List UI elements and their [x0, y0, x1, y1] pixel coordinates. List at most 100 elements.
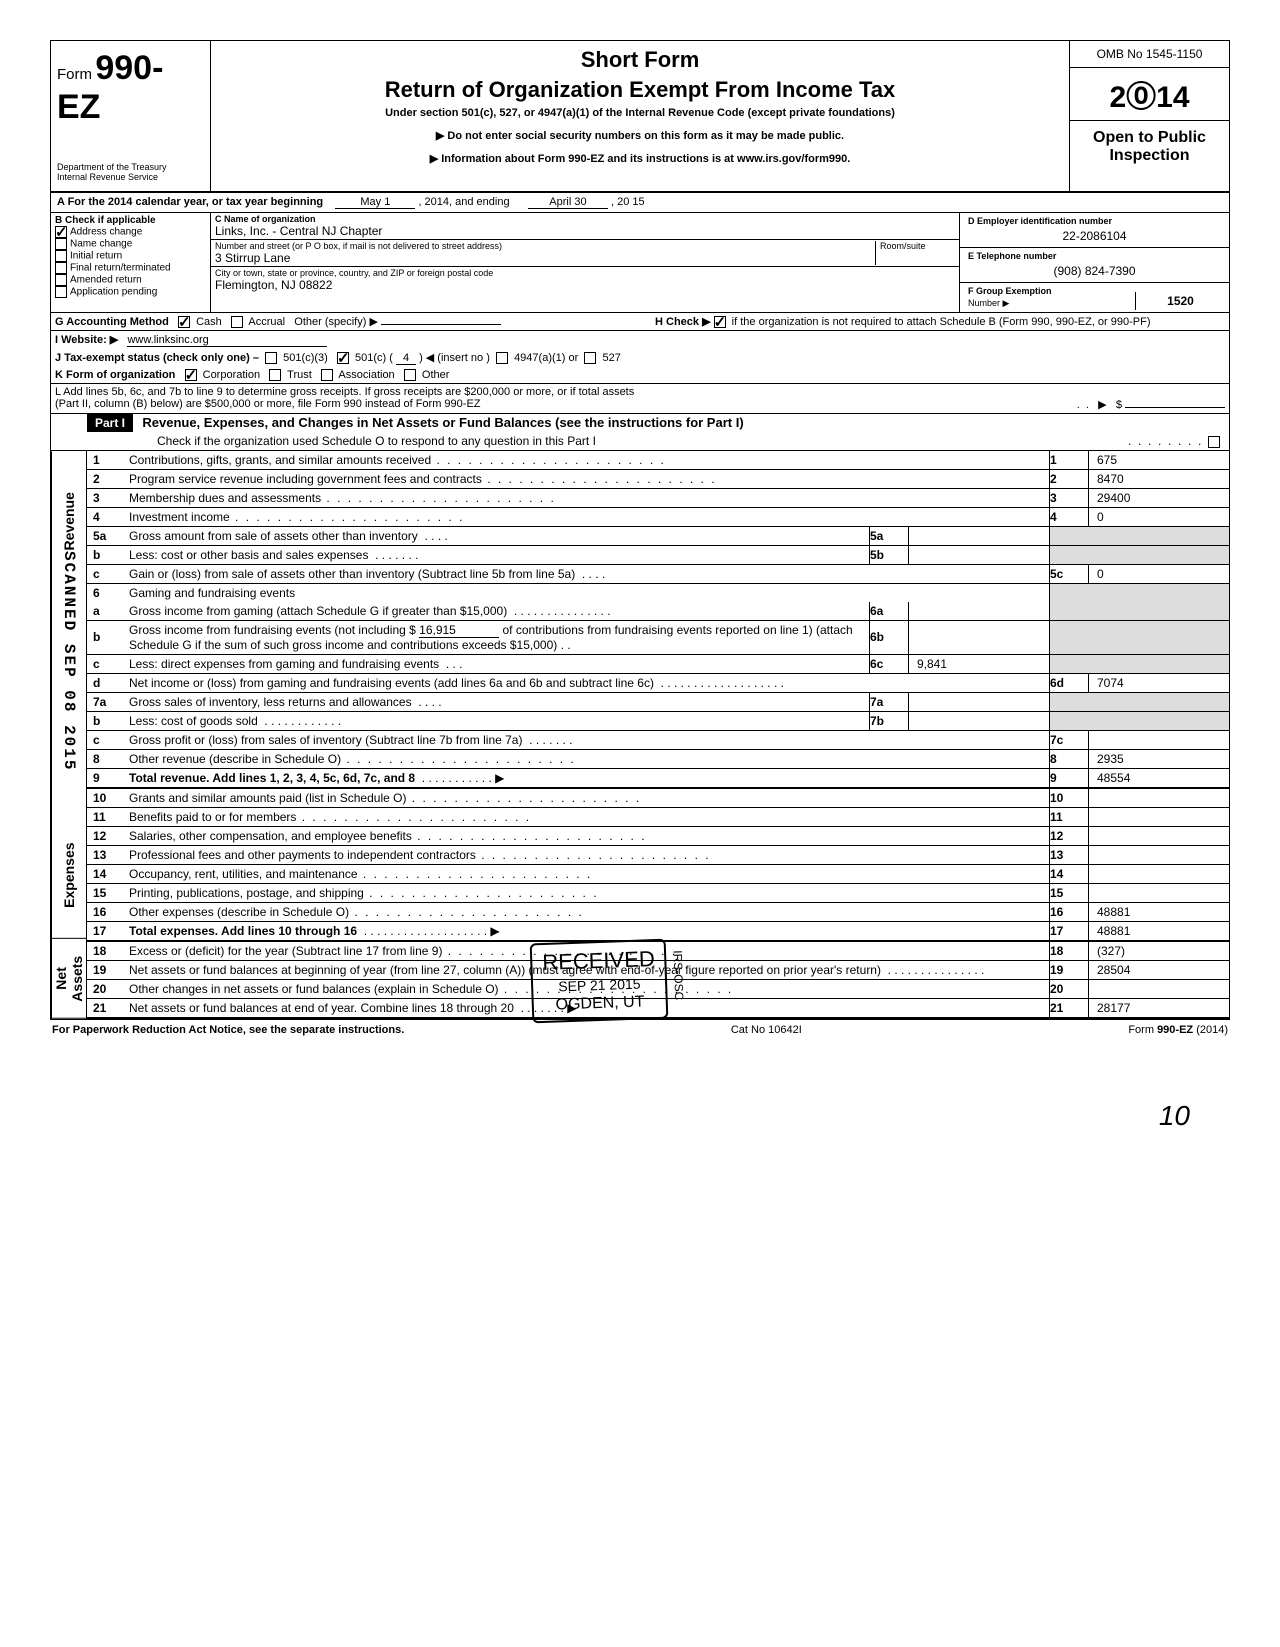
line-21-desc: Net assets or fund balances at end of ye…	[129, 1001, 514, 1015]
chk-amended[interactable]	[55, 274, 67, 286]
line-15-amt[interactable]	[1089, 884, 1229, 902]
org-name[interactable]: Links, Inc. - Central NJ Chapter	[215, 224, 955, 238]
line-17-amt[interactable]: 48881	[1089, 922, 1229, 940]
chk-accrual[interactable]	[231, 316, 243, 328]
line-6d-box: 6d	[1049, 674, 1089, 692]
line-19-amt[interactable]: 28504	[1089, 961, 1229, 979]
city-state-zip[interactable]: Flemington, NJ 08822	[215, 278, 955, 292]
part1-header-row: Part I Revenue, Expenses, and Changes in…	[51, 414, 1229, 451]
line-16-box: 16	[1049, 903, 1089, 921]
chk-address-change[interactable]	[55, 226, 67, 238]
line-21-arrow: ▶	[567, 1001, 576, 1015]
year-end[interactable]: April 30	[528, 196, 608, 209]
tax-year: 2⓪14	[1070, 68, 1229, 121]
line-10-box: 10	[1049, 789, 1089, 807]
line-10-amt[interactable]	[1089, 789, 1229, 807]
chk-scheduleO[interactable]	[1208, 436, 1220, 448]
chk-app-pending[interactable]	[55, 286, 67, 298]
section-b-to-f: B Check if applicable Address change Nam…	[51, 213, 1229, 313]
chk-corp[interactable]	[185, 369, 197, 381]
line-13-amt[interactable]	[1089, 846, 1229, 864]
row-a-tax-year: A For the 2014 calendar year, or tax yea…	[51, 193, 1229, 213]
line-3-amt[interactable]: 29400	[1089, 489, 1229, 507]
line-7c-desc: Gross profit or (loss) from sales of inv…	[129, 733, 522, 747]
form-prefix: Form	[57, 66, 92, 83]
other-method-field[interactable]	[381, 324, 501, 325]
line-6a-desc: Gross income from gaming (attach Schedul…	[129, 604, 507, 618]
line-6b-contrib[interactable]: 16,915	[419, 623, 499, 638]
footer-catno: Cat No 10642I	[731, 1024, 802, 1036]
row-l: L Add lines 5b, 6c, and 7b to line 9 to …	[51, 384, 1229, 414]
line-4-amt[interactable]: 0	[1089, 508, 1229, 526]
line-6c-amt[interactable]: 9,841	[909, 655, 1049, 673]
line-8-amt[interactable]: 2935	[1089, 750, 1229, 768]
street-address[interactable]: 3 Stirrup Lane	[215, 251, 875, 265]
chk-4947a1[interactable]	[496, 352, 508, 364]
line-16: 16Other expenses (describe in Schedule O…	[87, 903, 1229, 922]
ein[interactable]: 22-2086104	[964, 227, 1225, 245]
line-20-amt[interactable]	[1089, 980, 1229, 998]
lbl-501c3: 501(c)(3)	[283, 352, 328, 364]
lbl-amended: Amended return	[70, 274, 142, 285]
lbl-address-change: Address change	[70, 226, 142, 237]
chk-501c3[interactable]	[265, 352, 277, 364]
line-14-desc: Occupancy, rent, utilities, and maintena…	[129, 867, 358, 881]
line-6b-amt[interactable]	[909, 621, 1049, 654]
line-21-amt[interactable]: 28177	[1089, 999, 1229, 1017]
line-8-box: 8	[1049, 750, 1089, 768]
line-6d-desc: Net income or (loss) from gaming and fun…	[129, 676, 654, 690]
lbl-other-method: Other (specify) ▶	[294, 316, 378, 328]
501c-number[interactable]: 4	[396, 352, 416, 365]
h-label: H Check ▶	[655, 316, 711, 328]
line-6a-amt[interactable]	[909, 602, 1049, 620]
l-dollar: $	[1116, 399, 1122, 411]
line-9-amt[interactable]: 48554	[1089, 769, 1229, 787]
revenue-text: Revenue	[61, 492, 77, 550]
line-18-amt[interactable]: (327)	[1089, 942, 1229, 960]
line-11-amt[interactable]	[1089, 808, 1229, 826]
line-19: 19Net assets or fund balances at beginni…	[87, 961, 1229, 980]
chk-initial-return[interactable]	[55, 250, 67, 262]
line-7a-amt[interactable]	[909, 693, 1049, 711]
line-17-box: 17	[1049, 922, 1089, 940]
line-2-amt[interactable]: 8470	[1089, 470, 1229, 488]
chk-schedule-b[interactable]	[714, 316, 726, 328]
line-5a-amt[interactable]	[909, 527, 1049, 545]
line-14-amt[interactable]	[1089, 865, 1229, 883]
line-6a: aGross income from gaming (attach Schedu…	[87, 602, 1229, 621]
line-6b: bGross income from fundraising events (n…	[87, 621, 1229, 655]
line-20-box: 20	[1049, 980, 1089, 998]
k-label: K Form of organization	[55, 369, 175, 381]
part1-title: Revenue, Expenses, and Changes in Net As…	[136, 412, 749, 433]
chk-cash[interactable]	[178, 316, 190, 328]
line-6d: dNet income or (loss) from gaming and fu…	[87, 674, 1229, 693]
chk-name-change[interactable]	[55, 238, 67, 250]
form-header: Form 990-EZ Department of the Treasury I…	[51, 41, 1229, 193]
l-amount[interactable]	[1125, 407, 1225, 408]
website[interactable]: www.linksinc.org	[127, 334, 327, 347]
chk-527[interactable]	[584, 352, 596, 364]
year-begin[interactable]: May 1	[335, 196, 415, 209]
line-12: 12Salaries, other compensation, and empl…	[87, 827, 1229, 846]
line-7b: bLess: cost of goods sold . . . . . . . …	[87, 712, 1229, 731]
line-16-amt[interactable]: 48881	[1089, 903, 1229, 921]
line-5a-desc: Gross amount from sale of assets other t…	[129, 529, 418, 543]
chk-assoc[interactable]	[321, 369, 333, 381]
group-exemption-number[interactable]: 1520	[1135, 292, 1225, 310]
j-label: J Tax-exempt status (check only one) –	[55, 352, 259, 364]
line-5b-amt[interactable]	[909, 546, 1049, 564]
f-number-label: Number ▶	[964, 297, 1135, 310]
line-12-amt[interactable]	[1089, 827, 1229, 845]
line-7c-amt[interactable]	[1089, 731, 1229, 749]
part1-badge: Part I	[87, 414, 133, 432]
line-5c-amt[interactable]: 0	[1089, 565, 1229, 583]
chk-final-return[interactable]	[55, 262, 67, 274]
phone[interactable]: (908) 824-7390	[964, 262, 1225, 280]
chk-501c[interactable]	[337, 352, 349, 364]
chk-other-org[interactable]	[404, 369, 416, 381]
line-6d-amt[interactable]: 7074	[1089, 674, 1229, 692]
line-7b-amt[interactable]	[909, 712, 1049, 730]
line-1-amt[interactable]: 675	[1089, 451, 1229, 469]
chk-trust[interactable]	[269, 369, 281, 381]
line-20-desc: Other changes in net assets or fund bala…	[129, 982, 499, 996]
